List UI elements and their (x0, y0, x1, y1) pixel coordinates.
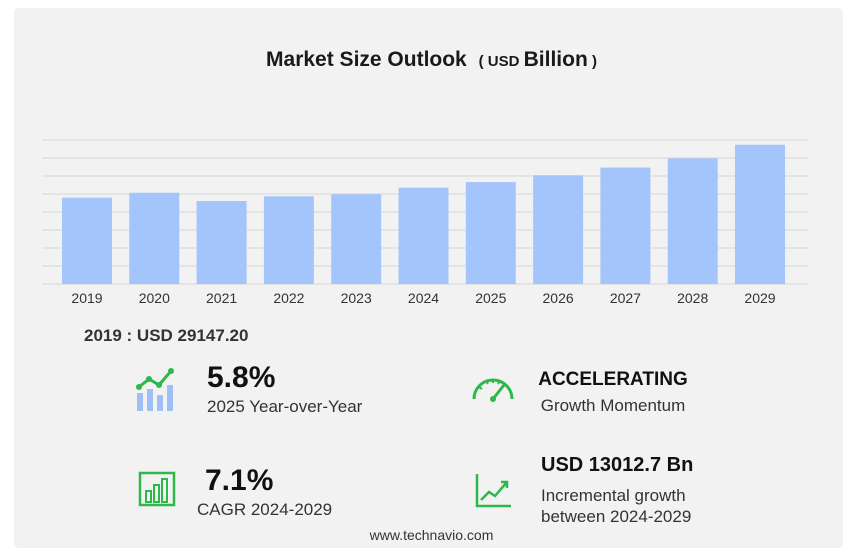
title-close-paren: ) (591, 53, 597, 70)
bar-2019 (62, 197, 112, 284)
bar-2024 (398, 187, 449, 284)
kpi-momentum-value: ACCELERATING (538, 369, 688, 390)
bar-2028 (667, 158, 718, 284)
speedometer-icon (472, 378, 514, 402)
x-tick-label: 2023 (341, 290, 372, 306)
bar-2023 (331, 194, 382, 284)
x-tick-label: 2024 (408, 290, 439, 306)
kpi-incremental-label-1: Incremental growth (541, 486, 686, 505)
title-main: Market Size Outlook (266, 48, 467, 71)
bar-trend-icon (136, 368, 174, 411)
x-tick-label: 2021 (206, 290, 237, 306)
title-unit-word: Billion (523, 48, 588, 71)
kpi-yoy: 5.8% 2025 Year-over-Year (207, 363, 362, 417)
bar-chart: 2019 2020 2021 2022 2023 2024 2025 2026 2027 2028… (42, 139, 808, 306)
bar-2027 (600, 167, 651, 284)
bar-2029 (735, 144, 785, 284)
title-open-paren: ( (478, 53, 484, 70)
kpi-incremental-value: USD 13012.7 Bn (541, 454, 694, 476)
x-tick-label: 2027 (610, 290, 641, 306)
footer-source: www.technavio.com (369, 527, 494, 543)
x-tick-label: 2019 (71, 290, 102, 306)
x-tick-label: 2028 (677, 290, 708, 306)
kpi-yoy-label: 2025 Year-over-Year (207, 397, 363, 416)
kpi-incremental: USD 13012.7 Bn Incremental growth betwee… (541, 455, 693, 527)
x-tick-label: 2022 (273, 290, 304, 306)
x-tick-label: 2026 (543, 290, 574, 306)
kpi-incremental-label-2: between 2024-2029 (541, 507, 692, 526)
kpi-cagr-value: 7.1% (205, 464, 274, 497)
kpi-cagr: 7.1% CAGR 2024-2029 (197, 466, 332, 520)
title-currency: USD (487, 53, 520, 70)
kpi-cagr-label: CAGR 2024-2029 (197, 500, 333, 519)
bar-2025 (465, 182, 516, 284)
title-unit: ( USD Billion ) (478, 48, 597, 71)
chart-title: Market Size Outlook ( USD Billion ) (0, 48, 863, 72)
bar-2021 (196, 201, 247, 284)
x-tick-label: 2025 (475, 290, 506, 306)
bar-chart-icon (138, 471, 176, 507)
base-year-value: 2019 : USD 29147.20 (84, 326, 249, 345)
kpi-momentum: ACCELERATING Growth Momentum (532, 370, 694, 416)
kpi-yoy-value: 5.8% (207, 361, 276, 394)
line-growth-icon (475, 474, 511, 508)
bar-2022 (263, 196, 314, 284)
kpi-momentum-label: Growth Momentum (540, 396, 686, 415)
x-tick-label: 2020 (139, 290, 170, 306)
x-tick-label: 2029 (744, 290, 775, 306)
bar-2020 (129, 192, 180, 284)
bar-2026 (533, 175, 584, 284)
